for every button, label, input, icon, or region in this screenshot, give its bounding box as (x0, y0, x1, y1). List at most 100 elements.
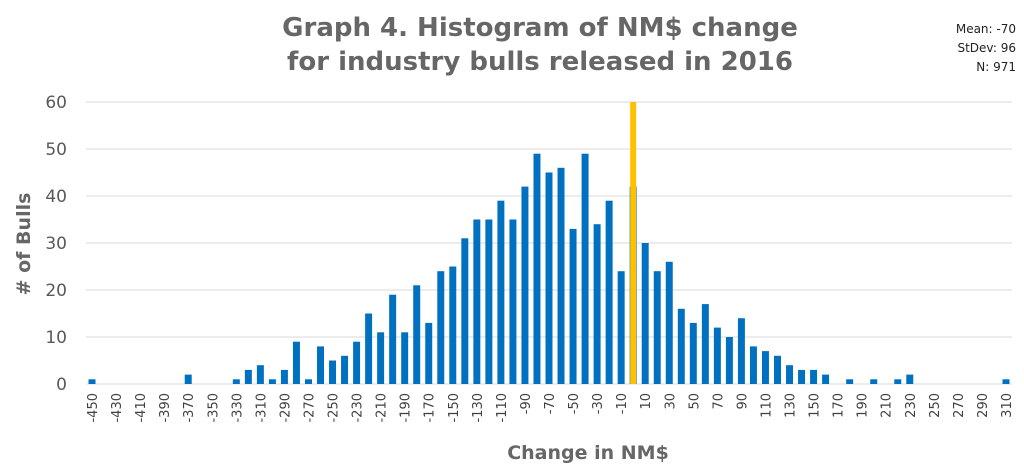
y-tick-label: 20 (45, 281, 67, 301)
bar-50 (689, 322, 697, 384)
x-tick-label: 170 (832, 393, 847, 418)
stat-n: N: 971 (976, 60, 1016, 74)
chart-title-line-1: Graph 4. Histogram of NM$ change (282, 13, 798, 43)
bar-30 (665, 261, 673, 384)
x-tick-label: -210 (375, 393, 390, 423)
bar-220 (894, 379, 902, 384)
bar--70 (545, 172, 553, 384)
x-tick-label: -370 (182, 393, 197, 423)
bar--20 (605, 200, 613, 384)
bar--160 (437, 271, 445, 384)
y-tick-label: 30 (45, 234, 67, 254)
x-tick-label: 310 (1000, 393, 1015, 418)
bar-140 (798, 369, 806, 384)
x-tick-label: -270 (302, 393, 317, 423)
x-tick-label: -130 (471, 393, 486, 423)
x-tick-label: -410 (134, 393, 149, 423)
bar--240 (341, 355, 349, 384)
bar--140 (461, 238, 469, 384)
bar--100 (509, 219, 517, 384)
bar--310 (256, 365, 264, 384)
x-tick-label: -90 (519, 393, 534, 414)
x-tick-label: 90 (735, 393, 750, 410)
y-tick-label: 10 (45, 328, 67, 348)
x-tick-label: 70 (711, 393, 726, 410)
bar--260 (317, 346, 324, 384)
bar-80 (725, 337, 733, 384)
bar-40 (677, 308, 685, 384)
x-tick-label: 210 (880, 393, 895, 418)
bar--330 (232, 379, 240, 384)
bar--370 (184, 374, 192, 384)
x-tick-label: -290 (278, 393, 293, 423)
bar-120 (774, 355, 781, 384)
bar--40 (581, 153, 589, 384)
bar-200 (870, 379, 878, 384)
x-tick-label: 250 (928, 393, 943, 418)
bar-180 (846, 379, 854, 384)
bar--120 (485, 219, 493, 384)
x-tick-label: -30 (591, 393, 606, 414)
bar-60 (701, 304, 709, 384)
y-tick-labels: 0 10 20 30 40 50 60 (45, 93, 67, 395)
bar-230 (906, 374, 914, 384)
bar--200 (389, 294, 397, 384)
bar--30 (593, 224, 601, 384)
bar--190 (401, 332, 409, 384)
y-tick-label: 60 (45, 93, 67, 113)
stat-stdev: StDev: 96 (957, 41, 1016, 55)
bar-150 (810, 369, 818, 384)
bar--50 (569, 228, 577, 384)
x-tick-label: 30 (663, 393, 678, 410)
bar--80 (533, 153, 541, 384)
bar--150 (449, 266, 457, 384)
bar--110 (497, 200, 505, 384)
bar-110 (761, 351, 769, 384)
x-tick-label: 10 (639, 393, 654, 410)
stat-mean: Mean: -70 (955, 22, 1016, 36)
bar--170 (425, 322, 433, 384)
y-tick-label: 0 (56, 375, 67, 395)
y-axis-label: # of Bulls (13, 193, 35, 296)
bars (88, 153, 1010, 384)
x-tick-label: -50 (567, 393, 582, 414)
bar--320 (244, 369, 252, 384)
x-tick-label: -70 (543, 393, 558, 414)
x-tick-label: -350 (206, 393, 221, 423)
bar-90 (737, 318, 745, 384)
x-tick-label: 270 (952, 393, 967, 418)
x-tick-label: -170 (423, 393, 438, 423)
x-tick-label: -330 (230, 393, 245, 423)
x-tick-label: -230 (351, 393, 366, 423)
bar-100 (749, 346, 757, 384)
bar--300 (268, 379, 276, 384)
bar--290 (280, 369, 288, 384)
x-tick-label: 130 (784, 393, 799, 418)
x-tick-label: 150 (808, 393, 823, 418)
x-tick-label: -150 (447, 393, 462, 423)
bar--130 (473, 219, 481, 384)
bar-160 (822, 374, 830, 384)
bar--210 (377, 332, 385, 384)
x-tick-label: 110 (759, 393, 774, 418)
bar-20 (653, 271, 661, 384)
x-tick-labels: -450 -430 -410 -390 -370 -350 -330 -310 -290 -270… (86, 393, 1015, 423)
x-tick-label: -390 (158, 393, 173, 423)
bar--280 (292, 341, 300, 384)
bar-310 (1002, 379, 1010, 384)
bar-10 (641, 243, 649, 384)
x-tick-label: -190 (399, 393, 414, 423)
x-tick-label: -430 (110, 393, 125, 423)
bar--250 (329, 360, 337, 384)
bar-130 (786, 365, 794, 384)
chart-title-line-2: for industry bulls released in 2016 (287, 47, 793, 77)
x-tick-label: -10 (615, 393, 630, 414)
x-tick-label: 290 (976, 393, 991, 418)
zero-marker (630, 102, 637, 384)
bar--90 (521, 186, 529, 384)
bar--10 (617, 271, 625, 384)
bar--60 (557, 167, 565, 384)
y-tick-label: 40 (45, 187, 67, 207)
bar--220 (365, 313, 373, 384)
